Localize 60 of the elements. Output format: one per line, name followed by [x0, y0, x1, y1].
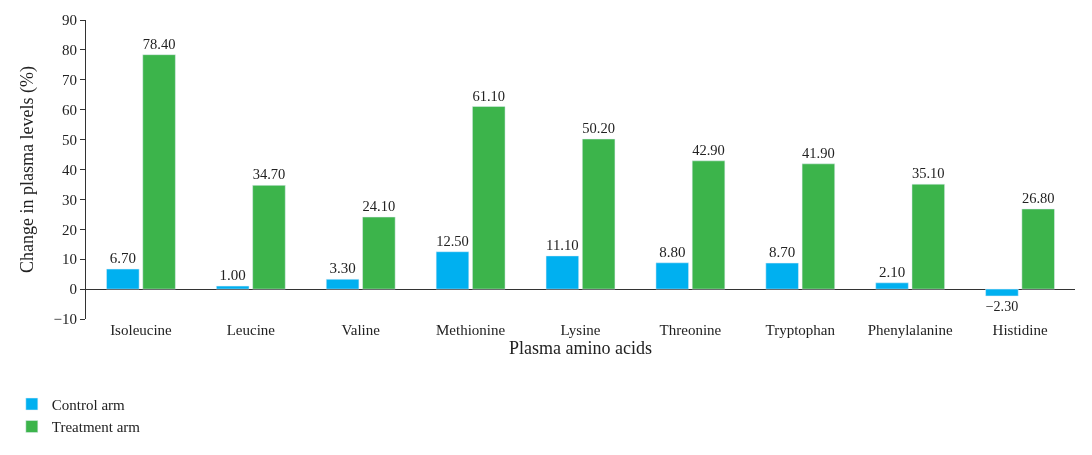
data-label: 41.90 [802, 144, 835, 161]
bar [911, 183, 945, 290]
x-tick-label: Methionine [436, 322, 506, 338]
bar [545, 255, 579, 290]
bar [362, 216, 396, 290]
y-tick-label: 10 [62, 251, 77, 268]
y-tick-label: −10 [53, 311, 77, 328]
x-tick-label: Lysine [560, 322, 601, 338]
bar [472, 106, 506, 290]
bar [582, 138, 616, 290]
data-label: 78.40 [142, 35, 176, 52]
x-tick-label: Threonine [659, 322, 722, 338]
y-tick-label: 80 [62, 42, 77, 59]
data-label: 12.50 [436, 232, 469, 249]
data-label: 61.10 [472, 87, 506, 104]
data-label: 8.80 [659, 243, 686, 260]
bar [326, 278, 360, 290]
legend-label: Control arm [51, 396, 126, 413]
y-tick-label: 60 [62, 101, 77, 118]
x-tick-label: Isoleucine [110, 322, 173, 338]
data-label: 11.10 [546, 236, 579, 253]
data-label: 24.10 [362, 198, 396, 215]
bar [691, 160, 726, 290]
bar [252, 185, 286, 290]
data-label: 42.90 [692, 141, 725, 158]
y-tick-label: 50 [62, 131, 77, 148]
bar [1021, 208, 1055, 290]
bar [655, 262, 689, 290]
y-tick-label: 90 [62, 12, 77, 29]
bar [875, 282, 909, 290]
y-tick-label: 20 [62, 221, 77, 238]
bar [216, 285, 250, 290]
y-tick-label: 30 [62, 191, 77, 208]
y-tick-label: 0 [69, 281, 77, 298]
x-tick-label: Tryptophan [765, 322, 836, 338]
x-tick-label: Leucine [226, 322, 276, 338]
x-tick-label: Valine [341, 322, 381, 338]
bar [801, 163, 835, 290]
x-tick-label: Phenylalanine [867, 322, 953, 338]
y-axis-title: Change in plasma levels (%) [16, 66, 38, 273]
bar [985, 288, 1019, 297]
bar [142, 54, 176, 290]
bar [106, 268, 140, 290]
data-label: 26.80 [1021, 190, 1055, 207]
data-label: 1.00 [219, 267, 246, 284]
data-label: 2.10 [878, 263, 906, 280]
data-label: 6.70 [109, 250, 136, 267]
data-label: 8.70 [769, 244, 796, 261]
bar [765, 262, 799, 290]
data-label: 50.20 [582, 120, 615, 137]
data-label: 34.70 [252, 166, 286, 183]
x-tick-label: Histidine [992, 322, 1048, 338]
y-tick-label: 40 [62, 161, 77, 178]
x-axis-title: Plasma amino acids [509, 338, 652, 359]
bar [435, 251, 470, 290]
data-label: 3.30 [329, 260, 356, 277]
y-tick-label: 70 [62, 72, 77, 89]
data-label: 35.10 [911, 165, 945, 182]
legend-label: Treatment arm [51, 419, 141, 436]
data-label: −2.30 [985, 298, 1019, 315]
